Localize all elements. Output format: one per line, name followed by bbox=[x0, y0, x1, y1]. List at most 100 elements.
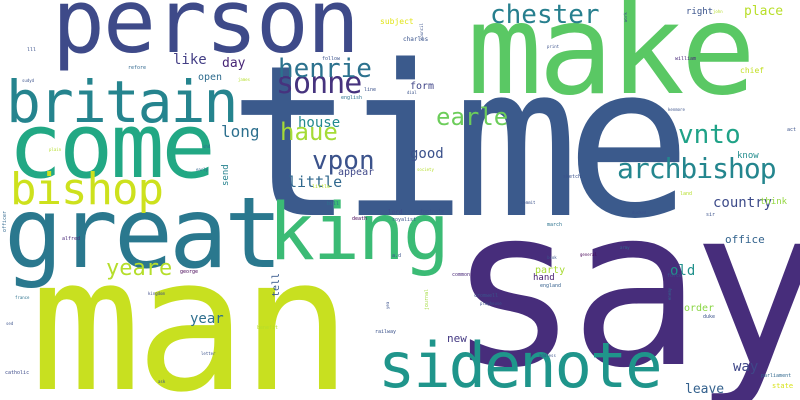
word-britain: britain bbox=[6, 68, 238, 136]
word-letter: letter bbox=[201, 351, 216, 356]
word-ask: ask bbox=[158, 379, 166, 384]
word-march: march bbox=[547, 222, 563, 228]
word-playhouse: playhouse bbox=[480, 301, 502, 306]
word-leave: leave bbox=[685, 382, 725, 397]
word-shd: shd bbox=[203, 144, 211, 149]
word-general: general bbox=[580, 252, 597, 257]
word-george: george bbox=[180, 269, 199, 275]
word-english: english bbox=[341, 95, 363, 101]
word-house: house bbox=[298, 115, 341, 131]
word-old: old bbox=[670, 263, 696, 279]
word-state: state bbox=[772, 382, 794, 390]
word-work: work bbox=[623, 12, 628, 22]
word-society: society bbox=[417, 167, 434, 172]
word-day: day bbox=[222, 56, 246, 71]
word-catholic: catholic bbox=[5, 370, 30, 376]
word-party: party bbox=[535, 265, 566, 276]
word-kingdom: kingdom bbox=[148, 291, 165, 296]
word-death: death bbox=[352, 216, 368, 222]
word-order: order bbox=[684, 303, 715, 314]
word-vnto: vnto bbox=[678, 120, 741, 150]
word-france: france bbox=[15, 295, 30, 300]
word-place: place bbox=[744, 4, 784, 19]
word-yea: yea bbox=[385, 301, 390, 309]
word-ad: a.d bbox=[392, 253, 402, 259]
word-army: army bbox=[620, 245, 630, 250]
word-way: way bbox=[733, 359, 759, 375]
word-address: address bbox=[539, 353, 556, 358]
word-person: person bbox=[52, 0, 360, 73]
word-hand: hand bbox=[533, 273, 555, 283]
word-commons: commons bbox=[452, 272, 474, 278]
word-good: good bbox=[410, 146, 444, 162]
word-yeare: yeare bbox=[106, 256, 173, 281]
word-charles: charles bbox=[403, 36, 429, 43]
word-land: land bbox=[680, 191, 693, 197]
word-james: james bbox=[238, 77, 251, 82]
word-subject: subject bbox=[380, 17, 414, 26]
word-lord: lord bbox=[388, 209, 403, 216]
word-royalist: royalist bbox=[392, 217, 417, 223]
word-tell: tell bbox=[271, 272, 282, 297]
word-kenmore: kenmore bbox=[668, 107, 685, 112]
word-england: england bbox=[540, 283, 562, 289]
word-send: send bbox=[221, 164, 231, 186]
word-henrie: henrie bbox=[278, 54, 372, 84]
word-officer: officer bbox=[2, 210, 8, 232]
word-follow: follow bbox=[322, 56, 341, 62]
word-railway: railway bbox=[375, 329, 397, 335]
word-little: little bbox=[288, 173, 343, 191]
word-early: early bbox=[196, 167, 209, 172]
word-dial: dial bbox=[407, 90, 417, 95]
word-appear: appear bbox=[338, 167, 375, 178]
word-new: new bbox=[447, 332, 467, 345]
word-cromwell: cromwell bbox=[474, 293, 499, 299]
word-haue: haue bbox=[280, 118, 338, 146]
word-vpon: vpon bbox=[312, 146, 375, 176]
word-benefit: benefit bbox=[257, 325, 279, 331]
word-office: office bbox=[725, 233, 765, 246]
word-think: think bbox=[760, 197, 788, 207]
word-great: great bbox=[4, 177, 283, 291]
word-footnote: footnote bbox=[420, 209, 445, 215]
word-bishop: bishop bbox=[10, 164, 164, 215]
word-right: right bbox=[686, 7, 714, 17]
word-john: john bbox=[713, 9, 723, 14]
word-enemy: enemy bbox=[667, 287, 672, 300]
word-sed: sed bbox=[6, 321, 14, 326]
word-william: william bbox=[675, 56, 697, 62]
word-chief: chief bbox=[740, 66, 765, 75]
word-sudyd: sudyd bbox=[22, 78, 35, 83]
word-archbishop: archbishop bbox=[617, 152, 777, 185]
word-bill: bill bbox=[327, 201, 340, 207]
word-commit: commit bbox=[521, 200, 536, 205]
word-long: long bbox=[221, 122, 260, 141]
word-sketch: sketch bbox=[563, 174, 582, 180]
word-force: force bbox=[667, 273, 683, 279]
word-refore: refore bbox=[128, 65, 147, 71]
word-parliament: parliament bbox=[761, 373, 792, 379]
word-alfred: alfred bbox=[62, 236, 81, 242]
word-book: book bbox=[547, 255, 557, 260]
word-man: man bbox=[30, 217, 352, 400]
word-print: print bbox=[547, 44, 560, 49]
word-know: know bbox=[737, 151, 759, 161]
word-open: open bbox=[198, 72, 223, 83]
word-chester: chester bbox=[490, 0, 600, 30]
word-lll: lll bbox=[27, 47, 37, 53]
word-ducked: ducked bbox=[632, 210, 647, 215]
word-king: king bbox=[268, 188, 450, 278]
word-sidenote: sidenote bbox=[378, 329, 663, 400]
word-journal: journal bbox=[424, 288, 430, 310]
word-duke: duke bbox=[703, 314, 716, 320]
word-earle: earle bbox=[436, 103, 509, 131]
word-plain: plain bbox=[49, 147, 62, 152]
word-sir: sir bbox=[706, 212, 716, 218]
word-little-2: little bbox=[312, 184, 331, 190]
word-sonne: sonne bbox=[276, 66, 362, 101]
word-come: come bbox=[8, 94, 216, 199]
word-line: line bbox=[364, 87, 377, 93]
word-like: like bbox=[173, 52, 207, 68]
word-time: time bbox=[228, 20, 692, 265]
word-year: year bbox=[190, 311, 224, 327]
